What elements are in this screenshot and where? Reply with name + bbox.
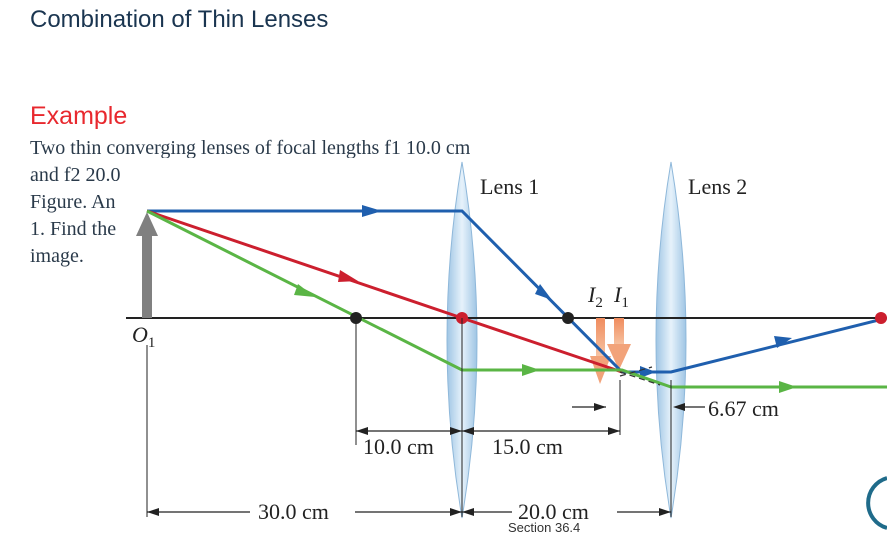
image-2-label: I2	[587, 282, 603, 311]
lens-2	[655, 161, 687, 519]
diagram-background	[126, 158, 887, 541]
ray-blue-arrow-4	[774, 336, 792, 348]
object-arrow	[136, 212, 158, 318]
problem-line-2: and f2 20.0	[30, 164, 121, 186]
image-1-label: I1	[613, 282, 629, 311]
problem-line-5: image.	[30, 245, 84, 267]
ray-blue-arrow-2	[535, 284, 552, 300]
dimension-15cm-label: 15.0 cm	[492, 434, 563, 459]
ray-red-arrow	[338, 270, 358, 282]
focal-point-right	[562, 312, 574, 324]
footer-section: Section 36.4	[508, 520, 581, 535]
dimension-15cm: 15.0 cm	[462, 427, 620, 459]
far-focal-point	[875, 312, 887, 324]
ray-green-arrow-1	[294, 284, 315, 297]
problem-line-4: 1. Find the	[30, 218, 117, 240]
lens-2-label: Lens 2	[688, 174, 747, 199]
corner-decoration	[866, 476, 887, 530]
slide-title: Combination of Thin Lenses	[30, 6, 329, 33]
dimension-20cm: 20.0 cm	[462, 499, 671, 524]
problem-text: Two thin converging lenses of focal leng…	[30, 135, 520, 270]
virtual-ray-2	[619, 366, 653, 377]
object-label: O1	[132, 322, 155, 351]
dimension-20cm-label: 20.0 cm	[518, 499, 589, 524]
dimension-10cm: 10.0 cm	[356, 427, 462, 459]
problem-line-3: Figure. An	[30, 191, 116, 213]
dimension-667cm: 6.67 cm	[572, 396, 779, 421]
problem-line-1: Two thin converging lenses of focal leng…	[30, 137, 471, 159]
example-heading: Example	[30, 102, 128, 130]
ray-blue-arrow-1	[362, 205, 382, 217]
extension-lines	[146, 318, 672, 517]
ray-green-arrow-2	[522, 364, 540, 376]
ray-green-arrow-3	[779, 381, 797, 393]
dimension-667cm-label: 6.67 cm	[708, 396, 779, 421]
virtual-ray-1	[619, 371, 661, 386]
lens-1-label: Lens 1	[480, 174, 539, 199]
dimension-30cm: 30.0 cm	[147, 499, 462, 524]
image-arrow-i1	[607, 318, 631, 370]
dimension-30cm-label: 30.0 cm	[258, 499, 329, 524]
dimension-10cm-label: 10.0 cm	[363, 434, 434, 459]
